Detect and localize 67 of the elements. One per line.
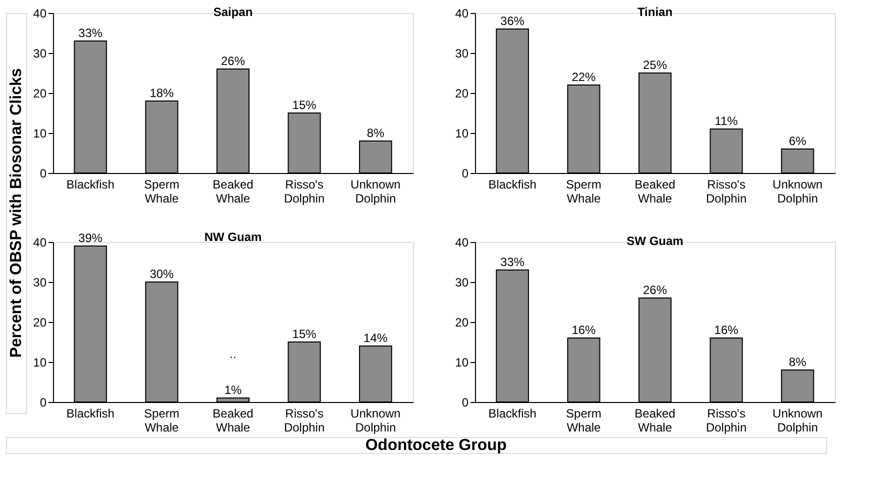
x-axis-title: Odontocete Group xyxy=(365,437,507,454)
data-label: 15% xyxy=(292,98,317,112)
y-tick-label: 0 xyxy=(462,166,469,180)
data-label: 15% xyxy=(292,327,317,341)
chart-title: Tinian xyxy=(637,5,673,19)
data-label: 26% xyxy=(642,283,668,297)
data-label: 36% xyxy=(500,14,525,28)
data-label: 1% xyxy=(224,383,242,397)
y-tick-label: 10 xyxy=(33,126,47,140)
data-label: 8% xyxy=(366,126,385,140)
y-axis-title: Percent of OBSP with Biosonar Clicks xyxy=(8,68,25,358)
y-tick-label: 20 xyxy=(455,86,469,100)
y-tick-label: 30 xyxy=(33,276,47,290)
data-label: 6% xyxy=(788,134,807,148)
x-tick-label: Sperm Whale xyxy=(566,178,602,206)
data-label: 18% xyxy=(150,86,174,100)
x-tick-label: Beaked Whale xyxy=(634,178,676,206)
y-tick-label: 20 xyxy=(455,316,469,330)
data-label: 39% xyxy=(78,231,103,245)
x-tick-label: Risso's Dolphin xyxy=(284,178,325,206)
y-tick-label: 30 xyxy=(33,46,47,60)
x-tick-label: Risso's Dolphin xyxy=(706,406,747,434)
x-tick-label: Unknown Dolphin xyxy=(772,178,823,206)
data-label: 26% xyxy=(220,54,246,68)
chart-title: Saipan xyxy=(213,5,253,19)
data-label: 22% xyxy=(572,70,596,84)
y-tick-label: 0 xyxy=(462,396,469,410)
y-tick-label: 30 xyxy=(455,46,469,60)
data-label: 30% xyxy=(150,267,174,281)
x-tick-label: Unknown Dolphin xyxy=(350,406,401,434)
y-tick-label: 40 xyxy=(455,236,469,250)
data-label: 14% xyxy=(364,331,388,345)
chart-title: SW Guam xyxy=(626,234,684,248)
data-label: 11% xyxy=(714,114,738,128)
y-tick-label: 40 xyxy=(455,6,469,20)
annotation: .. xyxy=(230,347,236,361)
x-tick-label: Blackfish xyxy=(66,178,114,192)
x-tick-label: Beaked Whale xyxy=(634,406,676,434)
x-tick-label: Sperm Whale xyxy=(144,178,180,206)
x-tick-label: Blackfish xyxy=(488,406,536,420)
y-tick-label: 40 xyxy=(33,236,47,250)
x-tick-label: Unknown Dolphin xyxy=(350,178,401,206)
x-tick-label: Sperm Whale xyxy=(566,406,602,434)
y-tick-label: 10 xyxy=(455,126,469,140)
x-tick-label: Unknown Dolphin xyxy=(772,406,823,434)
data-label: 25% xyxy=(642,58,668,72)
x-tick-label: Risso's Dolphin xyxy=(706,178,747,206)
data-label: 16% xyxy=(572,323,596,337)
x-tick-label: Beaked Whale xyxy=(212,178,254,206)
x-tick-label: Sperm Whale xyxy=(144,406,180,434)
data-label: 16% xyxy=(714,323,739,337)
x-tick-label: Risso's Dolphin xyxy=(284,406,325,434)
y-tick-label: 10 xyxy=(455,356,469,370)
data-label: 8% xyxy=(788,355,807,369)
y-tick-label: 10 xyxy=(33,356,47,370)
y-tick-label: 30 xyxy=(455,276,469,290)
x-tick-label: Blackfish xyxy=(488,178,536,192)
data-label: 33% xyxy=(500,255,525,269)
y-tick-label: 20 xyxy=(33,316,47,330)
chart-title: NW Guam xyxy=(204,230,262,244)
y-tick-label: 0 xyxy=(40,396,47,410)
y-tick-label: 0 xyxy=(40,166,47,180)
x-tick-label: Beaked Whale xyxy=(212,406,254,434)
data-label: 33% xyxy=(78,26,103,40)
y-tick-label: 20 xyxy=(33,86,47,100)
y-tick-label: 40 xyxy=(33,6,47,20)
x-tick-label: Blackfish xyxy=(66,406,114,420)
